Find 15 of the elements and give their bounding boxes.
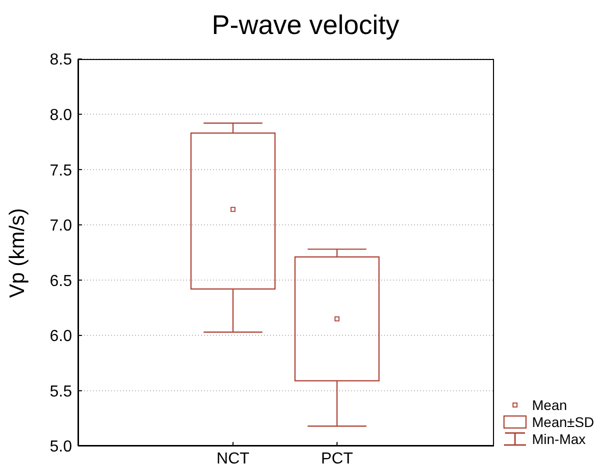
y-tick-label: 6.0: [50, 328, 72, 346]
y-tick-label: 7.0: [50, 218, 72, 235]
y-tick-label: 7.5: [50, 162, 72, 180]
y-axis-title: Vp (km/s): [6, 208, 30, 298]
y-tick-label: 6.5: [50, 272, 72, 290]
x-tick-label: PCT: [321, 450, 354, 468]
y-tick-label: 8.5: [50, 52, 72, 69]
chart-title: P-wave velocity: [210, 10, 400, 41]
x-tick-label: NCT: [216, 450, 250, 468]
y-tick-label: 5.0: [50, 438, 72, 456]
y-tick-label: 8.0: [50, 106, 72, 124]
y-tick-label: 5.5: [50, 383, 72, 400]
text: Min-Max: [532, 430, 586, 446]
text: Mean±SD: [532, 414, 594, 430]
text: Mean: [532, 396, 568, 412]
